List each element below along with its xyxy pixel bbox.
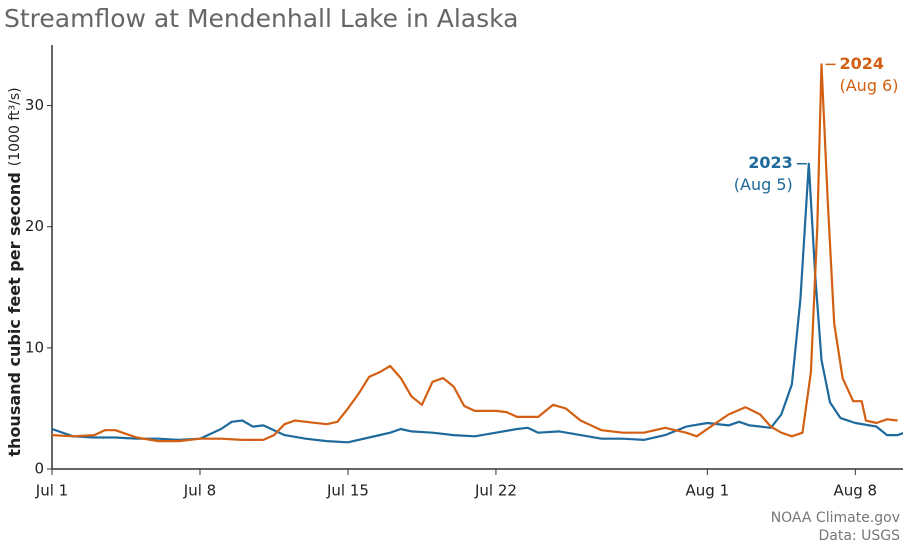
- x-tick-label: Jul 8: [183, 482, 216, 500]
- source: NOAA Climate.gov: [771, 510, 900, 526]
- y-tick-label: 0: [34, 460, 44, 478]
- x-tick-label: Aug 8: [834, 482, 878, 500]
- legend-label: 2024: [839, 54, 884, 73]
- y-axis-label: thousand cubic feet per second (1000 ft³/…: [5, 87, 24, 456]
- y-tick-label: 10: [25, 338, 44, 356]
- legend-label: 2023: [748, 153, 793, 172]
- annotation: (Aug 5): [734, 175, 793, 194]
- chart-title: Streamflow at Mendenhall Lake in Alaska: [4, 4, 519, 33]
- x-tick-label: Jul 1: [35, 482, 68, 500]
- series-line: [51, 63, 898, 443]
- series-line: [51, 162, 903, 444]
- y-label: thousand cubic feet per second: [5, 172, 24, 456]
- x-tick-label: Aug 1: [686, 482, 730, 500]
- y-tick-label: 30: [25, 96, 44, 114]
- data-credit: Data: USGS: [819, 528, 901, 544]
- y-tick-label: 20: [25, 217, 44, 235]
- y-unit: (1000 ft³/s): [7, 87, 23, 166]
- x-tick-label: Jul 15: [326, 482, 369, 500]
- x-tick-label: Jul 22: [474, 482, 517, 500]
- annotation: (Aug 6): [839, 76, 898, 95]
